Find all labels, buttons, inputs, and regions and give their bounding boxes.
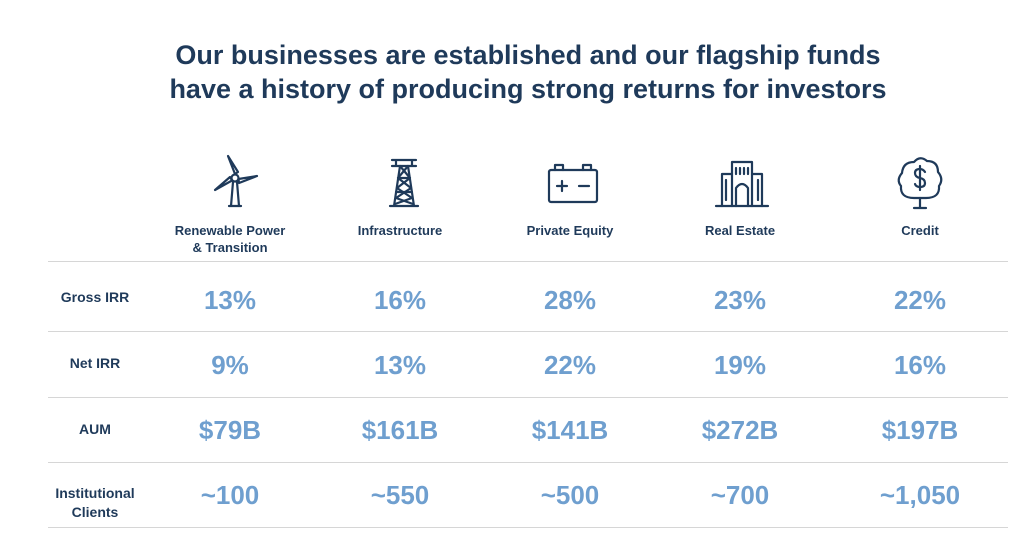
title-line-1: Our businesses are established and our f… [175, 40, 881, 70]
column-header-credit: Credit [901, 223, 939, 238]
column-header-private-equity: Private Equity [526, 223, 614, 238]
value-cell: $197B [881, 415, 959, 445]
row-divider [48, 462, 1008, 463]
row-label-gross-irr: Gross IRR [60, 289, 130, 305]
value-cell: 16% [893, 350, 947, 380]
value-cell: ~500 [540, 480, 600, 510]
column-header-real-estate: Real Estate [704, 223, 776, 238]
money-tree-icon [890, 152, 950, 212]
battery-icon [543, 152, 603, 212]
page-title: Our businesses are established and our f… [0, 38, 1024, 106]
value-cell: 28% [543, 285, 597, 315]
value-cell: 16% [373, 285, 427, 315]
value-cell: ~100 [200, 480, 260, 510]
row-label-net-irr: Net IRR [69, 355, 121, 371]
value-cell: $79B [198, 415, 262, 445]
value-cell: $141B [531, 415, 609, 445]
value-cell: ~1,050 [879, 480, 961, 510]
row-divider [48, 261, 1008, 262]
value-cell: 22% [893, 285, 947, 315]
value-cell: 19% [713, 350, 767, 380]
building-icon [712, 152, 772, 212]
wind-turbine-icon [205, 152, 265, 212]
value-cell: 22% [543, 350, 597, 380]
value-cell: $161B [361, 415, 439, 445]
value-cell: ~550 [370, 480, 430, 510]
transmission-tower-icon [374, 152, 434, 212]
value-cell: 13% [373, 350, 427, 380]
value-cell: 13% [203, 285, 257, 315]
row-divider [48, 397, 1008, 398]
row-divider [48, 331, 1008, 332]
title-line-2: have a history of producing strong retur… [169, 74, 887, 104]
value-cell: 9% [211, 350, 249, 380]
column-header-renewable: Renewable Power & Transition [174, 223, 286, 255]
row-divider [48, 527, 1008, 528]
row-label-aum: AUM [79, 421, 111, 437]
column-header-infrastructure: Infrastructure [357, 223, 443, 238]
value-cell: ~700 [710, 480, 770, 510]
value-cell: $272B [701, 415, 779, 445]
value-cell: 23% [713, 285, 767, 315]
row-label-institutional-clients: Institutional Clients [55, 485, 135, 520]
